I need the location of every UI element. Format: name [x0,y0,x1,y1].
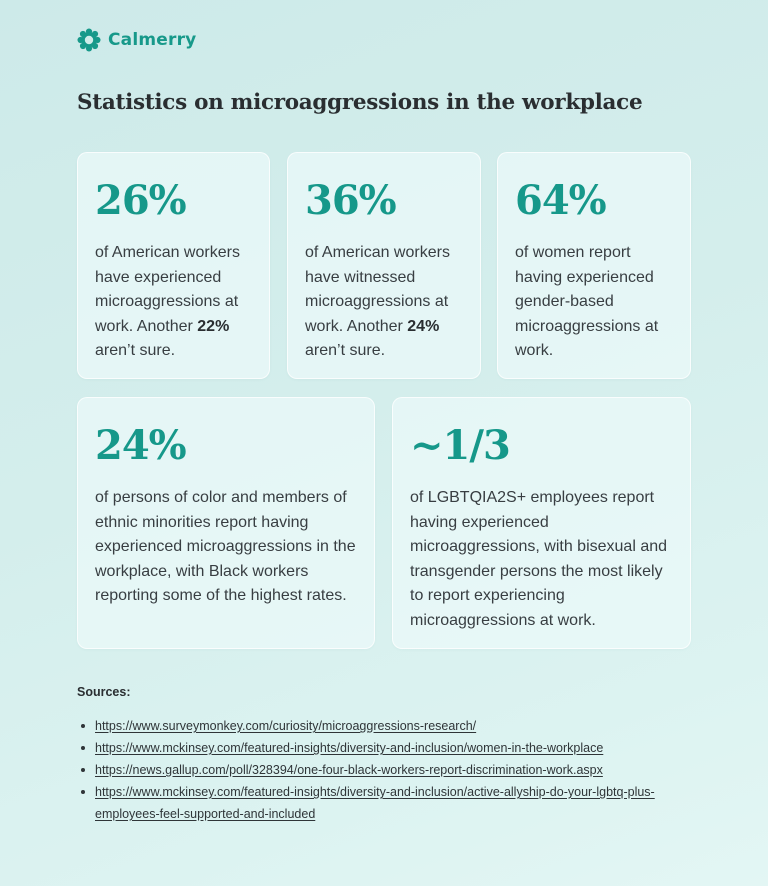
stat-value: 64% [515,177,607,224]
stat-card-lgbtqia: ~1/3 of LGBTQIA2S+ employees report havi… [392,397,691,649]
stat-description: of persons of color and members of ethni… [95,489,356,604]
stat-description: of women report having experienced gende… [515,244,659,359]
stat-description: of American workers have experienced mic… [95,244,240,359]
stat-value: 36% [305,177,397,224]
stat-card-persons-of-color: 24% of persons of color and members of e… [77,397,375,649]
source-link-mckinsey-lgbtq[interactable]: https://www.mckinsey.com/featured-insigh… [95,785,655,821]
stat-value: ~1/3 [410,422,511,469]
stat-description: of LGBTQIA2S+ employees report having ex… [410,489,668,629]
brand-name: Calmerry [108,30,197,50]
stat-description: of American workers have witnessed micro… [305,244,450,359]
sources-label: Sources: [77,685,131,699]
stat-value: 26% [95,177,187,224]
stat-card-american-workers-experienced: 26% of American workers have experienced… [77,152,270,379]
stat-card-women: 64% of women report having experienced g… [497,152,691,379]
sources-list: https://www.surveymonkey.com/curiosity/m… [80,715,690,825]
page-title: Statistics on microaggressions in the wo… [77,90,643,115]
stat-value: 24% [95,422,187,469]
flower-icon [77,28,101,52]
source-item: https://www.mckinsey.com/featured-insigh… [80,737,690,759]
source-item: https://www.mckinsey.com/featured-insigh… [80,781,690,825]
source-link-gallup[interactable]: https://news.gallup.com/poll/328394/one-… [95,763,603,777]
source-item: https://www.surveymonkey.com/curiosity/m… [80,715,690,737]
brand-logo[interactable]: Calmerry [77,28,196,52]
stat-card-american-workers-witnessed: 36% of American workers have witnessed m… [287,152,481,379]
source-item: https://news.gallup.com/poll/328394/one-… [80,759,690,781]
source-link-surveymonkey[interactable]: https://www.surveymonkey.com/curiosity/m… [95,719,477,733]
source-link-mckinsey-women[interactable]: https://www.mckinsey.com/featured-insigh… [95,741,604,755]
